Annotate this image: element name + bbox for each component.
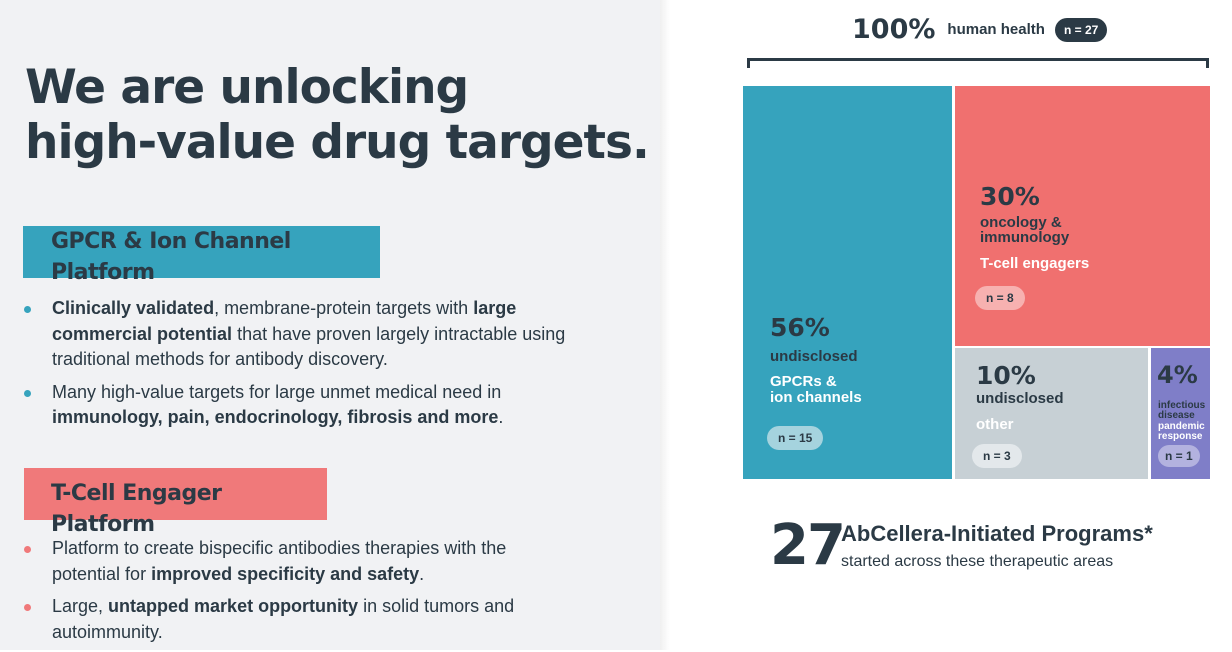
- tile-percent: 30%: [980, 182, 1040, 211]
- headline-line-1: We are unlocking: [25, 60, 469, 115]
- bullet-text: , membrane-protein targets with: [214, 298, 474, 318]
- tile-percent: 10%: [976, 361, 1036, 390]
- tile-area: oncology & immunology: [980, 215, 1069, 245]
- tile-other: 10% undisclosed other n = 3: [955, 348, 1148, 479]
- bullet-text: in solid tumors and autoimmunity.: [52, 596, 515, 642]
- bullet-bold: improved specificity and safety: [151, 563, 420, 584]
- programs-title: AbCellera-Initiated Programs*: [841, 521, 1153, 546]
- tcell-bullet-1: Platform to create bispecific antibodies…: [22, 536, 552, 587]
- tile-subtitle-line: GPCRs &: [770, 373, 837, 390]
- left-panel: We are unlocking high-value drug targets…: [0, 0, 670, 652]
- bullet-text: Many high-value targets for large unmet …: [52, 381, 502, 402]
- gpcr-bullet-1: Clinically validated, membrane-protein t…: [22, 296, 582, 373]
- tile-count-badge: n = 15: [767, 426, 824, 450]
- bullet-bold: large commercial potential: [52, 298, 517, 344]
- tile-gpcr: 56% undisclosed GPCRs & ion channels n =…: [743, 86, 952, 479]
- bullet-bold: immunology, pain, endocrinology, fibrosi…: [52, 407, 499, 427]
- bullet-text: that have proven largely intractable usi…: [52, 323, 566, 370]
- gpcr-label-line-1: GPCR & Ion Channel: [51, 229, 291, 254]
- headline-line-2: high-value drug targets.: [25, 115, 650, 170]
- bullet-bold: Clinically validated: [52, 298, 215, 318]
- tcell-bullet-2: Large, untapped market opportunity in so…: [22, 594, 522, 645]
- bullet-text: .: [498, 407, 504, 427]
- total-bracket: [747, 58, 1209, 68]
- gpcr-platform-label: GPCR & Ion Channel Platform: [23, 226, 380, 285]
- total-percent: 100%: [852, 14, 936, 45]
- tile-subtitle: pandemic response: [1158, 422, 1205, 442]
- tcell-platform-label: T-Cell Engager Platform: [24, 468, 327, 537]
- tile-area-line: disease: [1158, 410, 1195, 421]
- tile-percent: 56%: [770, 313, 830, 342]
- tile-subtitle: other: [976, 416, 1014, 433]
- gpcr-bullet-2: Many high-value targets for large unmet …: [22, 380, 552, 431]
- tile-count-badge: n = 3: [972, 444, 1022, 468]
- bullet-bold: untapped market opportunity: [108, 596, 359, 616]
- tile-oncology: 30% oncology & immunology T-cell engager…: [955, 86, 1210, 346]
- tile-subtitle-line: ion channels: [770, 389, 862, 406]
- tile-area-line: infectious: [1158, 400, 1206, 411]
- bullet-text: .: [419, 563, 425, 584]
- tile-subtitle: T-cell engagers: [980, 255, 1090, 272]
- total-count-badge: n = 27: [1054, 17, 1108, 42]
- tile-subtitle-line: response: [1158, 431, 1203, 442]
- tile-area-line: oncology &: [980, 214, 1062, 231]
- programs-subtitle: started across these therapeutic areas: [841, 553, 1114, 570]
- programs-count: 27: [770, 513, 846, 578]
- gpcr-bullet-list: Clinically validated, membrane-protein t…: [22, 296, 582, 438]
- bullet-text: Large,: [52, 596, 109, 616]
- tile-count-badge: n = 8: [975, 286, 1025, 310]
- gpcr-label-line-2: Platform: [51, 260, 155, 285]
- tile-percent: 4%: [1157, 361, 1198, 389]
- total-header: 100% human health n = 27: [852, 14, 1108, 45]
- tile-count-badge: n = 1: [1158, 445, 1200, 467]
- bullet-text: Platform to create bispecific antibodies…: [52, 538, 507, 584]
- tile-area: undisclosed: [976, 390, 1064, 407]
- tile-subtitle: GPCRs & ion channels: [770, 374, 862, 406]
- right-panel: 100% human health n = 27 56% undisclosed…: [660, 0, 1232, 650]
- tile-area: undisclosed: [770, 348, 858, 365]
- total-label: human health: [947, 21, 1045, 38]
- tile-infectious: 4% infectious disease pandemic response …: [1151, 348, 1210, 479]
- tile-subtitle-line: pandemic: [1158, 421, 1205, 432]
- page-headline: We are unlocking high-value drug targets…: [25, 60, 650, 170]
- tile-area: infectious disease: [1158, 401, 1205, 421]
- tile-area-line: immunology: [980, 229, 1070, 246]
- tcell-bullet-list: Platform to create bispecific antibodies…: [22, 536, 552, 652]
